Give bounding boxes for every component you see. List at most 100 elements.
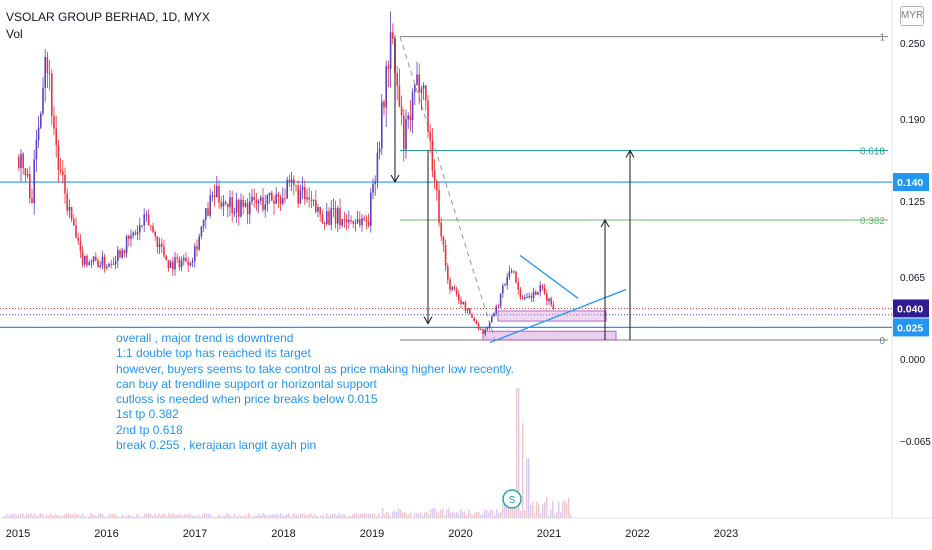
- candle-body: [436, 180, 438, 190]
- candle-body: [348, 220, 350, 223]
- volume-bar: [236, 516, 238, 518]
- volume-bar: [60, 515, 62, 518]
- candle-body: [295, 184, 297, 186]
- volume-bar: [346, 516, 348, 518]
- volume-label: Vol: [6, 27, 23, 41]
- range-box: [497, 310, 607, 322]
- candle-body: [328, 211, 330, 225]
- candle-body: [345, 219, 348, 223]
- candle-body: [251, 196, 253, 202]
- candle-body: [44, 56, 46, 88]
- candle-body: [169, 261, 172, 268]
- volume-bar: [136, 514, 138, 518]
- candle-body: [374, 181, 376, 184]
- y-tick-label: 0.000: [900, 355, 925, 366]
- volume-bar: [80, 515, 82, 518]
- volume-bar: [396, 511, 398, 518]
- candle-body: [433, 170, 436, 181]
- volume-bar: [168, 513, 170, 518]
- candle-body: [477, 323, 480, 330]
- volume-bar: [304, 514, 306, 518]
- volume-bar: [362, 513, 364, 518]
- candle-body: [275, 194, 277, 204]
- candle-body: [222, 201, 225, 207]
- candle-body: [372, 183, 374, 193]
- candle-body: [543, 287, 546, 294]
- candle-body: [403, 115, 405, 150]
- volume-bar: [444, 514, 446, 518]
- volume-bar: [428, 514, 430, 518]
- candle-body: [145, 214, 148, 216]
- candle-body: [88, 262, 90, 266]
- candle-body: [365, 219, 368, 222]
- volume-bar: [74, 513, 76, 518]
- candle-body: [180, 260, 183, 268]
- candle-body: [429, 131, 431, 141]
- candle-body: [128, 235, 130, 239]
- candle-body: [231, 197, 233, 213]
- candle-body: [409, 115, 412, 120]
- volume-bar: [116, 515, 118, 518]
- volume-bar: [300, 513, 302, 518]
- candle-body: [209, 195, 211, 216]
- note-line: however, buyers seems to take control as…: [116, 361, 514, 376]
- volume-bar: [210, 514, 212, 518]
- candle-body: [268, 192, 271, 196]
- volume-bar: [382, 508, 384, 518]
- candle-body: [466, 308, 469, 311]
- note-line: break 0.255 , kerajaan langit ayah pin: [116, 438, 317, 453]
- candle-body: [112, 263, 115, 265]
- volume-bar: [494, 514, 496, 518]
- candle-body: [422, 85, 425, 89]
- volume-bar: [456, 511, 458, 518]
- candle-body: [458, 294, 460, 301]
- candle-body: [486, 327, 489, 330]
- volume-bar: [550, 510, 552, 518]
- volume-bar: [366, 513, 368, 518]
- candle-body: [77, 238, 79, 241]
- volume-bar: [250, 515, 252, 518]
- volume-bar: [188, 513, 190, 518]
- volume-bar: [266, 515, 268, 518]
- volume-bar: [478, 511, 480, 518]
- volume-bar: [178, 513, 180, 518]
- volume-bar: [560, 511, 562, 518]
- candle-body: [431, 140, 434, 171]
- candle-body: [392, 32, 394, 40]
- volume-bar: [534, 513, 536, 518]
- candle-body: [506, 276, 508, 285]
- candle-body: [249, 201, 251, 215]
- volume-bar: [378, 513, 380, 518]
- candle-body: [508, 271, 511, 277]
- candle-body: [418, 74, 420, 93]
- volume-bar: [238, 514, 240, 518]
- candle-body: [539, 285, 541, 293]
- volume-bar: [398, 508, 400, 518]
- volume-bar: [422, 515, 424, 518]
- volume-bar: [504, 499, 506, 518]
- volume-bar: [468, 509, 470, 518]
- volume-bar: [540, 513, 542, 518]
- candle-body: [407, 115, 409, 120]
- price-badge-label: 0.040: [897, 303, 923, 315]
- candle-body: [48, 73, 51, 75]
- volume-bar: [308, 514, 310, 518]
- volume-bar: [322, 514, 324, 518]
- candle-body: [95, 256, 97, 261]
- volume-bar: [86, 516, 88, 518]
- volume-bar: [258, 513, 260, 518]
- volume-bar: [48, 515, 50, 518]
- volume-bar: [16, 515, 18, 518]
- candle-body: [405, 119, 407, 150]
- volume-bar: [34, 513, 36, 518]
- dividend-marker: [502, 489, 522, 509]
- volume-bar: [138, 515, 140, 518]
- currency-button[interactable]: MYR: [900, 6, 924, 26]
- volume-bar: [32, 515, 34, 518]
- candle-body: [381, 101, 383, 149]
- candle-body: [301, 186, 304, 191]
- candle-body: [453, 287, 456, 290]
- volume-bar: [376, 516, 378, 518]
- volume-bar: [438, 512, 440, 518]
